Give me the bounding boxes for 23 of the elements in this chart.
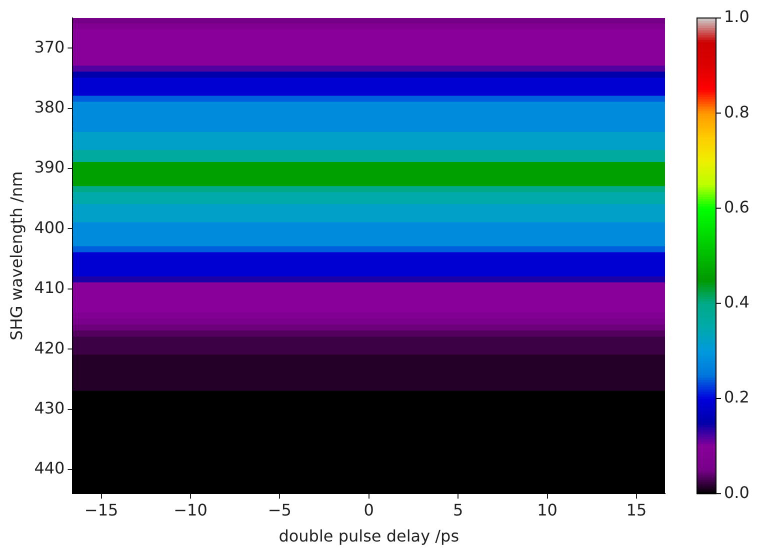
x-tick-label: 15 [626,500,647,520]
x-tick-label: −15 [84,500,118,520]
color-bar-label: 0.0 [724,482,750,502]
color-bar-label: 0.8 [724,102,750,122]
color-bar-label: 0.6 [724,197,750,216]
x-axis-title: double pulse delay /ps [278,526,460,546]
y-tick-label: 370 [34,37,65,56]
y-axis-title: SHG wavelength /nm [6,171,26,340]
y-tick-label: 420 [34,338,65,358]
x-tick-label: 10 [537,500,558,520]
y-tick-label: 380 [34,97,65,116]
y-tick-label: 410 [34,278,65,298]
color-bar-label: 1.0 [724,7,750,26]
y-tick-label: 390 [34,158,65,177]
x-tick-label: 5 [452,500,464,520]
x-tick-label: −10 [174,500,208,520]
color-bar-label: 0.2 [724,388,750,407]
color-bar-label: 0.4 [724,292,750,312]
x-tick-label: −5 [268,500,292,520]
y-tick-label: 400 [34,218,65,237]
y-tick-label: 430 [34,398,65,418]
x-tick-label: 0 [364,500,374,520]
y-tick-label: 440 [34,458,65,478]
